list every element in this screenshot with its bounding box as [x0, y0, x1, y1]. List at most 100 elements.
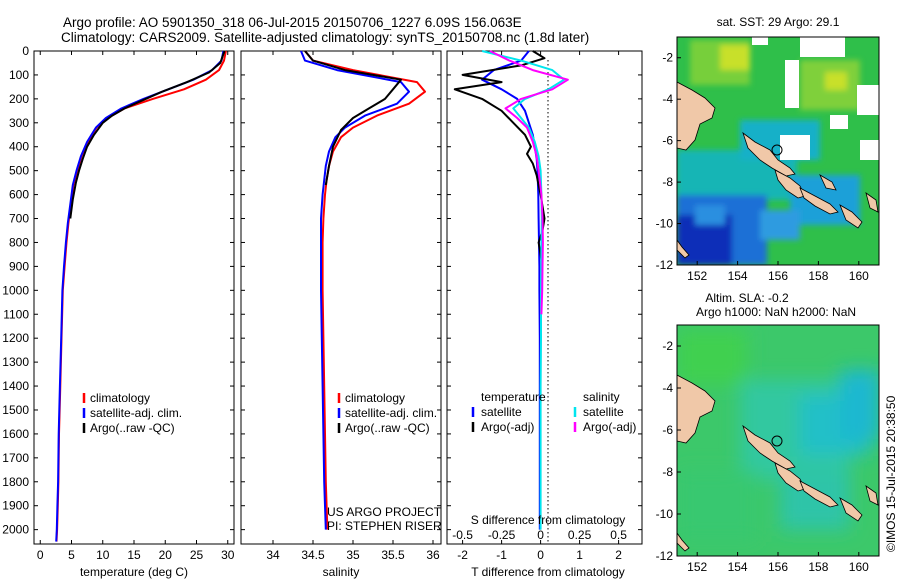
x-tick-label: 30: [221, 548, 235, 562]
salinity-difference-label: S difference from climatology: [471, 513, 626, 527]
temperature-panel-frame: [33, 50, 235, 545]
depth-tick-label: 1600: [2, 427, 29, 441]
series-line-satellite: [481, 50, 565, 530]
depth-axis: 0 100 200 300 400 500 600 700 800 900 1000 1100 1200…: [2, 44, 642, 537]
depth-tick-label: 900: [9, 259, 29, 273]
legend-title: salinity: [583, 390, 620, 404]
depth-tick-label: 1900: [2, 499, 29, 513]
series-line-argo-raw-qc-: [69, 50, 226, 219]
depth-tick-label: 1000: [2, 283, 29, 297]
map-y-tick-label: -6: [662, 423, 673, 437]
top-tick-label: -0.5: [452, 528, 473, 542]
x-tick-label: 0: [537, 548, 544, 562]
x-tick-label: 1: [576, 548, 583, 562]
map-x-tick-label: 158: [808, 560, 828, 574]
map-x-tick-label: 152: [687, 269, 707, 283]
depth-tick-label: 2000: [2, 523, 29, 537]
legend-entry: satellite: [583, 405, 624, 419]
depth-tick-label: 100: [9, 68, 29, 82]
map-x-tick-label: 154: [728, 560, 748, 574]
depth-tick-label: 1300: [2, 355, 29, 369]
map-x-tick-label: 158: [808, 269, 828, 283]
project-credit: US ARGO PROJECT: [327, 505, 442, 519]
map-x-tick-label: 154: [728, 269, 748, 283]
series-line-satellite: [481, 50, 541, 530]
x-tick-label: 15: [127, 548, 141, 562]
sst-map-title: sat. SST: 29 Argo: 29.1: [717, 15, 840, 29]
series-line-climatology: [55, 50, 227, 542]
map-y-tick-label: -8: [662, 175, 673, 189]
salinity-x-label: salinity: [323, 565, 360, 579]
legend-title: temperature: [481, 390, 546, 404]
x-tick-label: 5: [68, 548, 75, 562]
x-tick-label: 35: [346, 548, 360, 562]
series-line-satellite-adj-clim-: [300, 50, 410, 530]
series-line-argo-raw-qc-: [304, 50, 402, 186]
map-y-tick-label: -12: [656, 549, 674, 563]
depth-tick-label: 600: [9, 188, 29, 202]
map-y-tick-label: -4: [662, 92, 673, 106]
depth-tick-label: 1500: [2, 403, 29, 417]
map-x-tick-label: 160: [849, 269, 869, 283]
x-tick-label: 20: [159, 548, 173, 562]
pi-credit: PI: STEPHEN RISER: [327, 519, 442, 533]
legend-entry: Argo(..raw -QC): [90, 421, 175, 435]
map-x-tick-label: 152: [687, 560, 707, 574]
x-tick-label: -1: [496, 548, 507, 562]
top-tick-label: 0.25: [568, 528, 592, 542]
legend-entry: satellite-adj. clim.: [345, 406, 437, 420]
depth-tick-label: 1800: [2, 475, 29, 489]
difference-x-axis: -2 -1 0 1 2: [457, 51, 622, 562]
map-x-tick-label: 156: [768, 269, 788, 283]
x-tick-label: 10: [96, 548, 110, 562]
salinity-panel-frame: [240, 50, 442, 545]
sst-missing-data: [752, 37, 879, 160]
depth-tick-label: 1400: [2, 379, 29, 393]
x-tick-label: 35.5: [381, 548, 405, 562]
temperature-x-axis: 0 5 10 15 20 25 30: [37, 51, 235, 562]
legend-entry: Argo(..raw -QC): [345, 421, 430, 435]
sla-map: [677, 325, 879, 556]
depth-tick-label: 400: [9, 140, 29, 154]
depth-tick-label: 1200: [2, 331, 29, 345]
legend-entry: climatology: [345, 391, 405, 405]
sst-land: [677, 81, 879, 259]
top-tick-label: 0: [537, 528, 544, 542]
figure-title-line1: Argo profile: AO 5901350_318 06-Jul-2015…: [63, 15, 522, 30]
x-tick-label: 25: [190, 548, 204, 562]
map-x-tick-label: 156: [768, 560, 788, 574]
depth-tick-label: 1700: [2, 451, 29, 465]
sla-land: [677, 374, 879, 552]
difference-legend: temperature salinitysatelliteArgo(-adj)sa…: [471, 390, 636, 434]
sla-map-subtitle: Argo h1000: NaN h2000: NaN: [696, 305, 856, 319]
salinity-x-axis: 34 34.5 35 35.5 36: [266, 51, 440, 562]
map-y-tick-label: -4: [662, 381, 673, 395]
depth-tick-label: 800: [9, 235, 29, 249]
series-line-satellite-adj-clim-: [55, 50, 225, 542]
salinity-plot: [300, 50, 426, 530]
sst-map-axes: 152 154 156 158 160 -2 -4 -6 -8 -10 -12: [656, 51, 869, 283]
depth-tick-label: 0: [22, 44, 29, 58]
depth-tick-label: 500: [9, 164, 29, 178]
series-line-argo-adj-: [453, 50, 546, 267]
top-tick-label: 0.5: [610, 528, 627, 542]
map-y-tick-label: -10: [656, 507, 674, 521]
x-tick-label: 36: [426, 548, 440, 562]
depth-tick-label: 200: [9, 92, 29, 106]
map-y-tick-label: -12: [656, 258, 674, 272]
x-tick-label: -2: [457, 548, 468, 562]
map-x-tick-label: 160: [849, 560, 869, 574]
temperature-difference-label: T difference from climatology: [471, 565, 625, 579]
sla-map-axes: 152 154 156 158 160 -2 -4 -6 -8 -10 -12: [656, 339, 869, 574]
figure-title-line2: Climatology: CARS2009. Satellite-adjuste…: [61, 30, 589, 45]
legend-entry: climatology: [90, 391, 150, 405]
difference-plot: [453, 50, 569, 530]
x-tick-label: 2: [615, 548, 622, 562]
depth-tick-label: 300: [9, 116, 29, 130]
temperature-plot: [55, 50, 227, 542]
sst-map: [677, 37, 879, 265]
depth-tick-label: 700: [9, 212, 29, 226]
legend-entry: satellite: [481, 405, 522, 419]
